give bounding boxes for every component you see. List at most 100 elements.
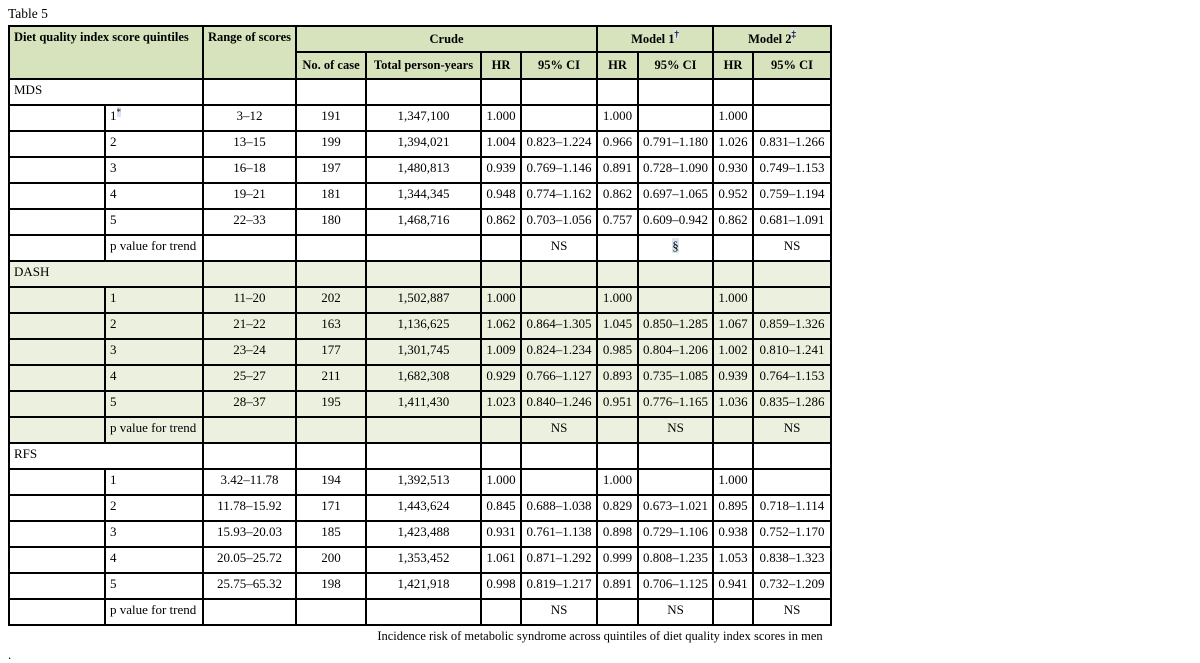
empty-cell xyxy=(519,260,599,288)
empty-cell xyxy=(202,416,297,444)
model2-ci-cell: 0.749–1.153 xyxy=(752,156,833,184)
person-years-cell: 1,353,452 xyxy=(365,546,482,574)
crude-ci-cell: 0.823–1.224 xyxy=(519,130,599,158)
indent-cell xyxy=(8,208,106,236)
empty-cell xyxy=(712,598,755,626)
range-cell: 11.78–15.92 xyxy=(202,494,297,522)
subheader-no-of-case: No. of case xyxy=(295,51,367,80)
empty-cell xyxy=(519,442,599,470)
empty-cell xyxy=(712,442,755,470)
header-row-sub: No. of case Total person-years HR 95% CI… xyxy=(9,51,833,80)
person-years-cell: 1,392,513 xyxy=(365,468,482,496)
empty-cell xyxy=(480,260,522,288)
crude-hr-cell: 1.000 xyxy=(480,468,522,496)
model2-hr-cell: 1.036 xyxy=(712,390,755,418)
range-cell: 23–24 xyxy=(202,338,297,366)
person-years-cell: 1,502,887 xyxy=(365,286,482,314)
model1-hr-cell: 0.891 xyxy=(596,156,640,184)
model1-ci-cell xyxy=(637,286,715,314)
person-years-cell: 1,421,918 xyxy=(365,572,482,600)
indent-cell xyxy=(8,182,106,210)
subheader-model2-hr: HR xyxy=(712,51,755,80)
indent-cell xyxy=(8,286,106,314)
cases-cell: 194 xyxy=(295,468,367,496)
quintile-cell: 5 xyxy=(104,572,204,600)
model2-hr-cell: 1.026 xyxy=(712,130,755,158)
quintile-row: 1 3.42–11.78 194 1,392,513 1.000 1.000 1.000 xyxy=(8,468,833,496)
crude-ci-cell: 0.840–1.246 xyxy=(519,390,599,418)
cases-cell: 163 xyxy=(295,312,367,340)
model1-hr-cell: 1.000 xyxy=(596,104,640,132)
range-cell: 20.05–25.72 xyxy=(202,546,297,574)
model2-trend-cell: NS xyxy=(752,234,833,262)
cases-cell: 198 xyxy=(295,572,367,600)
crude-hr-cell: 1.000 xyxy=(480,104,522,132)
model1-ci-cell: 0.850–1.285 xyxy=(637,312,715,340)
cases-cell: 180 xyxy=(295,208,367,236)
model1-hr-cell: 0.757 xyxy=(596,208,640,236)
quintile-row: 1* 3–12 191 1,347,100 1.000 1.000 1.000 xyxy=(8,104,833,132)
indent-cell xyxy=(8,156,106,184)
person-years-cell: 1,411,430 xyxy=(365,390,482,418)
empty-cell xyxy=(712,78,755,106)
table-number-title: Table 5 xyxy=(8,6,48,21)
indent-cell xyxy=(8,338,106,366)
range-cell: 19–21 xyxy=(202,182,297,210)
indent-cell xyxy=(8,130,106,158)
model2-ci-cell xyxy=(752,286,833,314)
header-range-of-scores: Range of scores xyxy=(202,25,297,80)
empty-cell xyxy=(365,442,482,470)
model2-hr-cell: 0.952 xyxy=(712,182,755,210)
quintile-cell: 4 xyxy=(104,182,204,210)
indent-cell xyxy=(8,520,106,548)
range-cell: 21–22 xyxy=(202,312,297,340)
empty-cell xyxy=(596,78,640,106)
empty-cell xyxy=(295,260,367,288)
cases-cell: 195 xyxy=(295,390,367,418)
crude-hr-cell: 1.009 xyxy=(480,338,522,366)
empty-cell xyxy=(596,234,640,262)
table-caption: Incidence risk of metabolic syndrome acr… xyxy=(377,629,823,643)
quintile-cell: 1 xyxy=(104,468,204,496)
empty-cell xyxy=(365,260,482,288)
quintile-row: 1 11–20 202 1,502,887 1.000 1.000 1.000 xyxy=(8,286,833,314)
model2-ci-cell: 0.831–1.266 xyxy=(752,130,833,158)
person-years-cell: 1,347,100 xyxy=(365,104,482,132)
document-page: Table 5 Diet quality index score quintil… xyxy=(0,6,1200,662)
model1-hr-cell: 1.000 xyxy=(596,468,640,496)
p-value-trend-row: p value for trend NS NS NS xyxy=(8,598,833,626)
crude-ci-cell: 0.774–1.162 xyxy=(519,182,599,210)
model1-ci-cell: 0.804–1.206 xyxy=(637,338,715,366)
empty-cell xyxy=(480,78,522,106)
range-cell: 13–15 xyxy=(202,130,297,158)
crude-ci-cell: 0.703–1.056 xyxy=(519,208,599,236)
range-cell: 25.75–65.32 xyxy=(202,572,297,600)
model1-hr-cell: 0.985 xyxy=(596,338,640,366)
quintile-cell: 2 xyxy=(104,130,204,158)
empty-cell xyxy=(480,442,522,470)
section-name-cell: DASH xyxy=(8,260,204,288)
model1-hr-cell: 0.951 xyxy=(596,390,640,418)
empty-cell xyxy=(202,442,297,470)
range-cell: 16–18 xyxy=(202,156,297,184)
model2-hr-cell: 1.000 xyxy=(712,104,755,132)
person-years-cell: 1,468,716 xyxy=(365,208,482,236)
section-name-cell: RFS xyxy=(8,442,204,470)
quintile-cell: 3 xyxy=(104,520,204,548)
model1-hr-cell: 0.999 xyxy=(596,546,640,574)
indent-cell xyxy=(8,104,106,132)
section-header-row: RFS xyxy=(8,442,833,470)
model2-hr-cell: 1.002 xyxy=(712,338,755,366)
indent-cell xyxy=(8,468,106,496)
crude-trend-cell: NS xyxy=(519,598,599,626)
subheader-crude-ci: 95% CI xyxy=(519,51,599,80)
crude-ci-cell: 0.864–1.305 xyxy=(519,312,599,340)
empty-cell xyxy=(365,234,482,262)
model2-hr-cell: 0.862 xyxy=(712,208,755,236)
model2-hr-cell: 1.067 xyxy=(712,312,755,340)
quintile-cell: 5 xyxy=(104,390,204,418)
empty-cell xyxy=(596,598,640,626)
model1-ci-cell xyxy=(637,104,715,132)
crude-hr-cell: 1.061 xyxy=(480,546,522,574)
empty-cell xyxy=(202,598,297,626)
